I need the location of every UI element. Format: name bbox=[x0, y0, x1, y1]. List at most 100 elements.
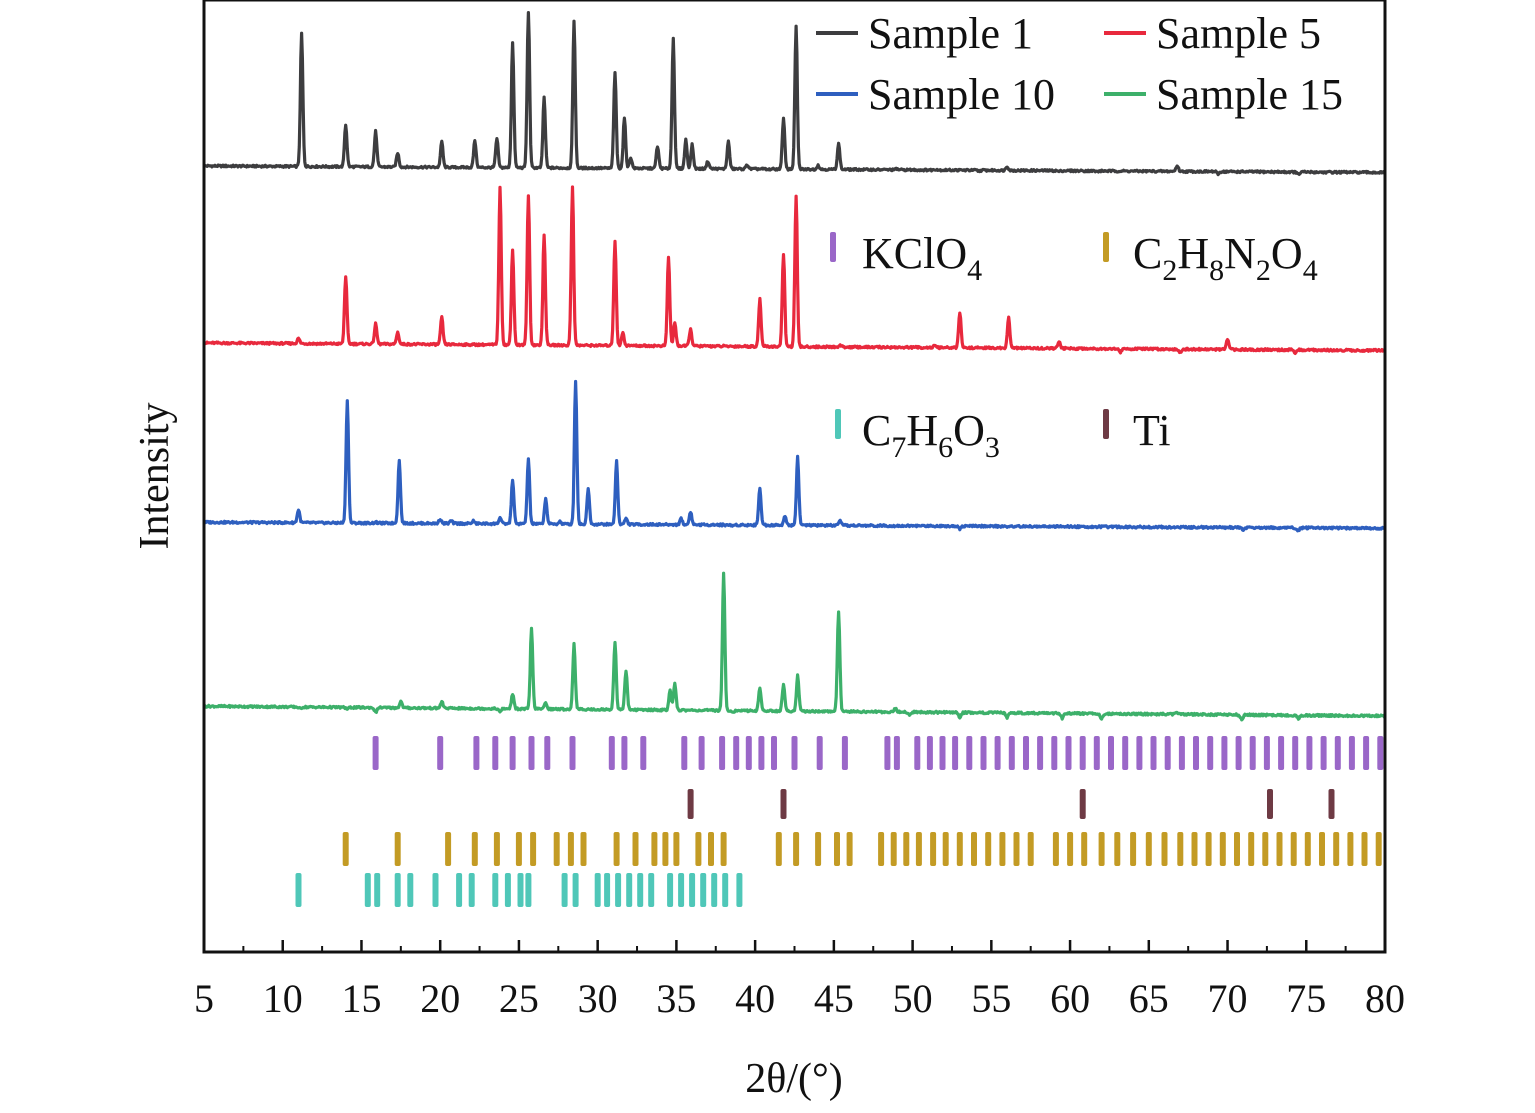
ref-line-2 bbox=[1161, 832, 1168, 866]
ref-line-1 bbox=[952, 736, 959, 770]
ref-line-1 bbox=[914, 736, 921, 770]
legend-label: Sample 1 bbox=[868, 9, 1033, 58]
x-tick-label: 80 bbox=[1365, 976, 1405, 1021]
ref-line-4 bbox=[1079, 789, 1086, 819]
ref-line-1 bbox=[1377, 736, 1384, 770]
ref-line-1 bbox=[1136, 736, 1143, 770]
ref-line-1 bbox=[884, 736, 891, 770]
ref-line-3 bbox=[492, 873, 499, 907]
ref-line-1 bbox=[1292, 736, 1299, 770]
ref-line-1 bbox=[437, 736, 444, 770]
ref-line-2 bbox=[515, 832, 522, 866]
ref-line-1 bbox=[492, 736, 499, 770]
ref-line-1 bbox=[621, 736, 628, 770]
legend-label: Sample 5 bbox=[1156, 9, 1321, 58]
ref-line-2 bbox=[632, 832, 639, 866]
ref-line-3 bbox=[504, 873, 511, 907]
ref-line-1 bbox=[1150, 736, 1157, 770]
ref-line-3 bbox=[364, 873, 371, 907]
ref-line-1 bbox=[1008, 736, 1015, 770]
ref-line-1 bbox=[608, 736, 615, 770]
series-line-1 bbox=[202, 11, 1387, 177]
legend-label: Sample 10 bbox=[868, 70, 1055, 119]
x-tick-label: 75 bbox=[1286, 976, 1326, 1021]
ref-line-2 bbox=[1276, 832, 1283, 866]
phase-marker bbox=[830, 232, 836, 262]
ref-line-1 bbox=[771, 736, 777, 770]
ref-line-3 bbox=[604, 873, 611, 907]
ref-line-1 bbox=[544, 736, 551, 770]
ref-line-2 bbox=[903, 832, 910, 866]
ref-line-2 bbox=[720, 832, 727, 866]
ref-line-1 bbox=[509, 736, 516, 770]
ref-line-2 bbox=[775, 832, 782, 866]
ref-line-2 bbox=[1177, 832, 1184, 866]
series-line-4 bbox=[202, 571, 1387, 722]
ref-line-1 bbox=[1108, 736, 1114, 770]
ref-line-2 bbox=[1234, 832, 1240, 866]
ref-line-1 bbox=[1051, 736, 1058, 770]
ref-line-2 bbox=[1191, 832, 1198, 866]
ref-line-2 bbox=[1081, 832, 1088, 866]
ref-line-1 bbox=[719, 736, 726, 770]
reference-tick-layer bbox=[295, 736, 1384, 907]
ref-line-1 bbox=[1122, 736, 1129, 770]
ref-line-2 bbox=[1130, 832, 1137, 866]
ref-line-1 bbox=[1221, 736, 1228, 770]
ref-line-1 bbox=[681, 736, 688, 770]
ref-line-3 bbox=[689, 873, 696, 907]
ref-line-1 bbox=[745, 736, 752, 770]
x-tick-label: 30 bbox=[578, 976, 618, 1021]
ref-line-1 bbox=[1334, 736, 1341, 770]
x-tick-label: 35 bbox=[656, 976, 696, 1021]
phase-marker bbox=[1103, 409, 1109, 439]
ref-line-1 bbox=[1306, 736, 1313, 770]
ref-line-2 bbox=[1205, 832, 1212, 866]
phase-marker bbox=[1103, 232, 1109, 262]
ref-line-2 bbox=[1262, 832, 1269, 866]
ref-line-1 bbox=[926, 736, 933, 770]
ref-line-2 bbox=[651, 832, 658, 866]
ref-line-3 bbox=[407, 873, 414, 907]
ref-line-1 bbox=[1207, 736, 1214, 770]
ref-line-2 bbox=[342, 832, 349, 866]
ref-line-2 bbox=[580, 832, 587, 866]
x-tick-label: 55 bbox=[971, 976, 1011, 1021]
ref-line-1 bbox=[758, 736, 765, 770]
ref-line-2 bbox=[394, 832, 401, 866]
ref-line-2 bbox=[695, 832, 702, 866]
ref-line-2 bbox=[942, 832, 949, 866]
ref-line-2 bbox=[1052, 832, 1059, 866]
ref-line-1 bbox=[1363, 736, 1370, 770]
x-axis: 5 10 15 20 25 30 35 40 45 50 55 60 65 70 75 80 bbox=[194, 940, 1405, 1021]
ref-line-2 bbox=[793, 832, 800, 866]
phase-label: KClO4 bbox=[862, 229, 982, 287]
ref-line-3 bbox=[456, 873, 463, 907]
ref-line-1 bbox=[473, 736, 480, 770]
ref-line-2 bbox=[1248, 832, 1255, 866]
ref-line-1 bbox=[791, 736, 798, 770]
ref-line-1 bbox=[816, 736, 823, 770]
trace-layer bbox=[202, 11, 1387, 722]
x-tick-label: 5 bbox=[194, 976, 214, 1021]
ref-line-1 bbox=[1164, 736, 1171, 770]
ref-line-4 bbox=[780, 789, 787, 819]
ref-line-2 bbox=[1319, 832, 1325, 866]
ref-line-2 bbox=[493, 832, 500, 866]
ref-line-2 bbox=[1333, 832, 1340, 866]
ref-line-1 bbox=[1023, 736, 1029, 770]
ref-line-2 bbox=[530, 832, 537, 866]
ref-line-1 bbox=[980, 736, 987, 770]
ref-line-3 bbox=[722, 873, 729, 907]
phase-legend: KClO4 C2H8N2O4 C7H6O3 Ti bbox=[830, 229, 1318, 464]
ref-line-1 bbox=[569, 736, 576, 770]
x-tick-label: 60 bbox=[1050, 976, 1090, 1021]
ref-line-2 bbox=[1067, 832, 1074, 866]
ref-line-1 bbox=[1037, 736, 1044, 770]
ref-line-2 bbox=[1013, 832, 1020, 866]
ref-line-2 bbox=[930, 832, 937, 866]
phase-label: Ti bbox=[1133, 406, 1171, 455]
ref-line-2 bbox=[815, 832, 822, 866]
ref-line-3 bbox=[678, 873, 685, 907]
